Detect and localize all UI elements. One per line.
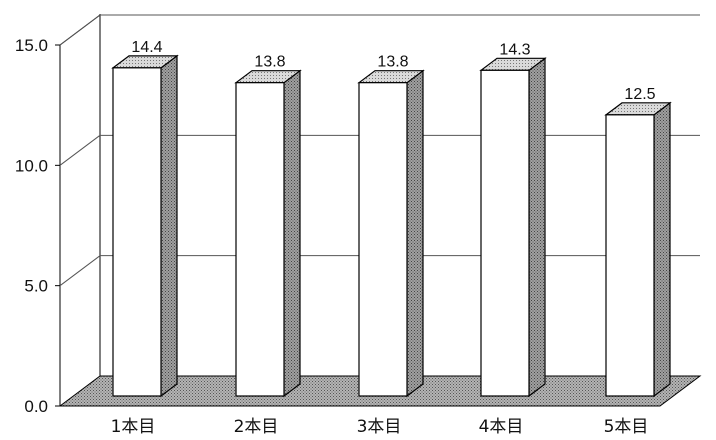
y-tick-label: 10.0 — [15, 156, 48, 175]
bar-5: 12.5 — [604, 86, 672, 398]
bars: 14.4 13.8 13.8 14.3 12.5 — [111, 39, 672, 398]
bar-face — [112, 67, 162, 397]
bar-side — [283, 69, 301, 398]
data-label: 12.5 — [624, 86, 655, 103]
data-label: 13.8 — [377, 54, 408, 71]
bar-1: 14.4 — [111, 39, 179, 398]
x-category-label: 2本目 — [234, 417, 279, 437]
y-tick-label: 5.0 — [24, 277, 48, 296]
x-category-label: 5本目 — [604, 417, 649, 437]
y-tick-label: 15.0 — [15, 36, 48, 55]
x-axis-labels: 1本目 2本目 3本目 4本目 5本目 — [111, 417, 649, 437]
bar-side — [160, 54, 178, 398]
gridline-side — [59, 14, 101, 46]
bar-2: 13.8 — [234, 54, 302, 398]
x-category-label: 3本目 — [357, 417, 402, 437]
bar-3: 13.8 — [357, 54, 425, 398]
bar-face — [358, 82, 408, 397]
bar-4: 14.3 — [479, 41, 547, 398]
bar-face — [480, 69, 530, 397]
data-label: 14.4 — [131, 39, 162, 56]
bar-side — [406, 69, 424, 398]
bar-face — [605, 114, 655, 397]
bar-face — [235, 82, 285, 397]
bar-side — [528, 57, 546, 398]
bar-side — [653, 101, 671, 398]
y-axis-ticks: 0.0 5.0 10.0 15.0 — [15, 36, 60, 416]
x-category-label: 1本目 — [111, 417, 156, 437]
gridline-side — [59, 134, 101, 166]
data-label: 14.3 — [499, 41, 530, 58]
gridline-side — [59, 255, 101, 287]
y-tick-label: 0.0 — [24, 397, 48, 416]
data-label: 13.8 — [254, 54, 285, 71]
x-category-label: 4本目 — [479, 417, 524, 437]
